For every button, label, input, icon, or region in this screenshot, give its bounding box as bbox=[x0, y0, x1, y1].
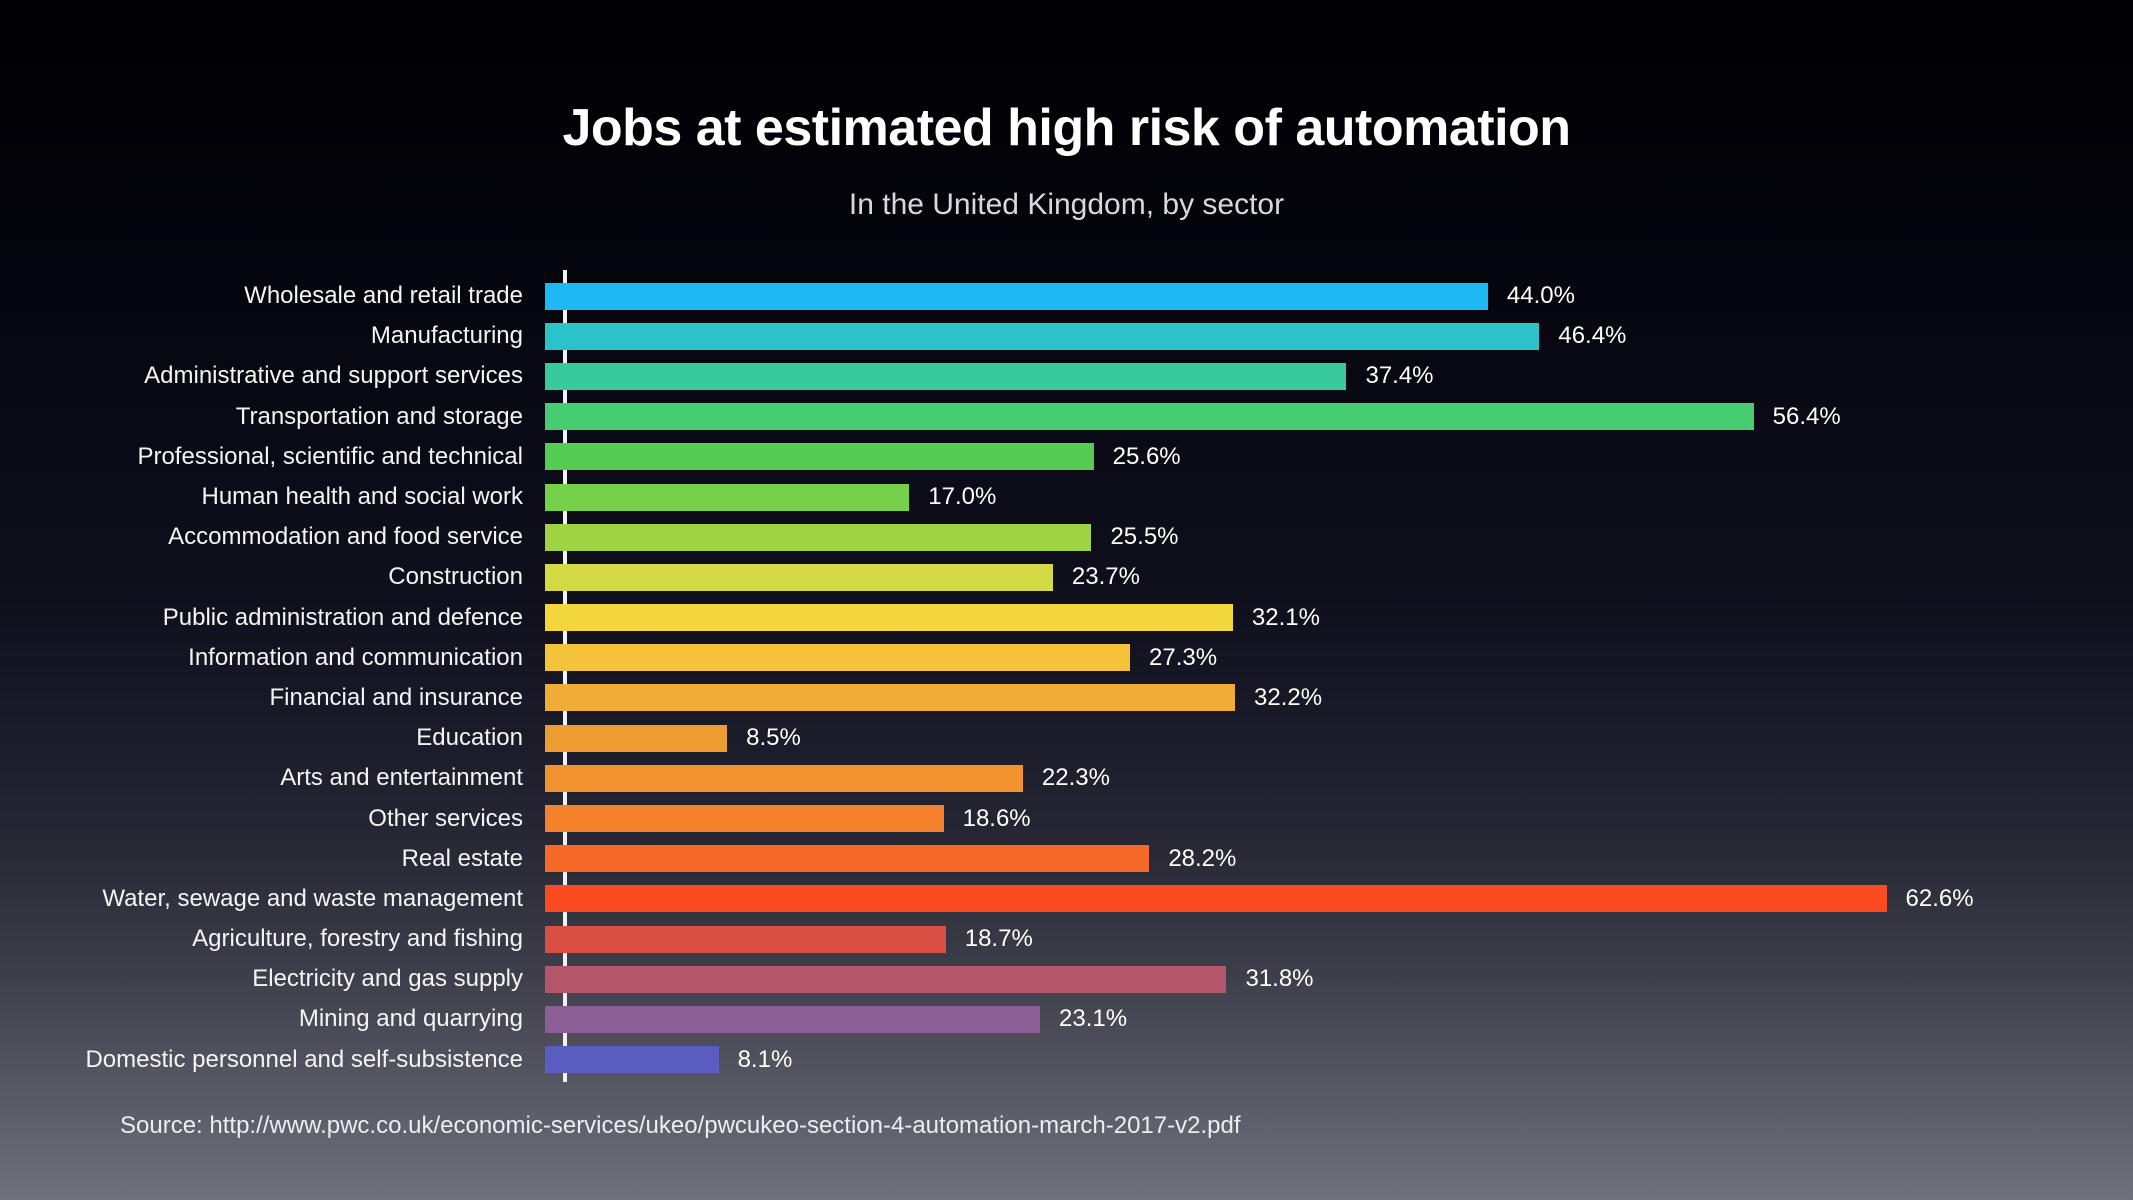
value-label: 28.2% bbox=[1168, 844, 1237, 872]
bar bbox=[545, 1005, 1041, 1033]
bar bbox=[545, 925, 946, 953]
bar bbox=[545, 684, 1236, 712]
bar bbox=[545, 604, 1233, 632]
value-label: 8.1% bbox=[737, 1045, 793, 1073]
chart-row: Education 8.5% bbox=[0, 718, 2133, 758]
chart-row: Information and communication 27.3% bbox=[0, 638, 2133, 678]
bar bbox=[545, 322, 1540, 350]
value-label: 62.6% bbox=[1905, 884, 1974, 912]
value-label: 25.5% bbox=[1110, 523, 1179, 551]
category-label: Mining and quarrying bbox=[298, 1005, 523, 1033]
chart-row: Other services 18.6% bbox=[0, 798, 2133, 838]
bar bbox=[545, 644, 1131, 672]
y-axis-line bbox=[563, 270, 567, 1082]
category-label: Manufacturing bbox=[370, 322, 523, 350]
bar bbox=[545, 563, 1053, 591]
bar-rows-container: Wholesale and retail trade 44.0% Manufactu… bbox=[0, 276, 2133, 1080]
value-label: 44.0% bbox=[1506, 282, 1575, 310]
chart-row: Arts and entertainment 22.3% bbox=[0, 758, 2133, 798]
bar bbox=[545, 403, 1754, 431]
chart-row: Human health and social work 17.0% bbox=[0, 477, 2133, 517]
chart-row: Water, sewage and waste management 62.6% bbox=[0, 879, 2133, 919]
chart-row: Financial and insurance 32.2% bbox=[0, 678, 2133, 718]
chart-row: Manufacturing 46.4% bbox=[0, 316, 2133, 356]
bar bbox=[545, 845, 1150, 873]
bar bbox=[545, 965, 1227, 993]
category-label: Accommodation and food service bbox=[168, 523, 523, 551]
chart-row: Real estate 28.2% bbox=[0, 839, 2133, 879]
bar bbox=[545, 362, 1347, 390]
value-label: 56.4% bbox=[1772, 402, 1841, 430]
value-label: 18.7% bbox=[964, 925, 1033, 953]
chart-subtitle: In the United Kingdom, by sector bbox=[848, 188, 1285, 221]
bar bbox=[545, 805, 944, 833]
bar bbox=[545, 1046, 719, 1074]
category-label: Agriculture, forestry and fishing bbox=[192, 925, 523, 953]
chart-row: Mining and quarrying 23.1% bbox=[0, 999, 2133, 1039]
chart-row: Professional, scientific and technical 25… bbox=[0, 437, 2133, 477]
value-label: 27.3% bbox=[1149, 643, 1218, 671]
category-label: Information and communication bbox=[188, 643, 523, 671]
chart-row: Construction 23.7% bbox=[0, 557, 2133, 597]
bar bbox=[545, 764, 1023, 792]
chart-row: Domestic personnel and self-subsistence 8… bbox=[0, 1040, 2133, 1080]
chart-row: Wholesale and retail trade 44.0% bbox=[0, 276, 2133, 316]
chart-row: Transportation and storage 56.4% bbox=[0, 397, 2133, 437]
value-label: 46.4% bbox=[1558, 322, 1627, 350]
bar bbox=[545, 885, 1887, 913]
chart-row: Administrative and support services 37.4% bbox=[0, 356, 2133, 396]
value-label: 23.1% bbox=[1059, 1005, 1128, 1033]
value-label: 17.0% bbox=[928, 483, 997, 511]
chart-row: Electricity and gas supply 31.8% bbox=[0, 959, 2133, 999]
category-label: Administrative and support services bbox=[144, 362, 523, 390]
value-label: 32.1% bbox=[1251, 603, 1320, 631]
category-label: Financial and insurance bbox=[269, 683, 524, 711]
category-label: Education bbox=[416, 724, 523, 752]
value-label: 8.5% bbox=[746, 724, 801, 752]
category-label: Water, sewage and waste management bbox=[102, 884, 523, 912]
bar bbox=[545, 443, 1094, 471]
chart-title: Jobs at estimated high risk of automatio… bbox=[562, 99, 1571, 157]
source-text: Source: http://www.pwc.co.uk/economic-se… bbox=[120, 1112, 1241, 1139]
category-label: Human health and social work bbox=[201, 483, 523, 511]
bar-chart-plot-area: Wholesale and retail trade 44.0% Manufactu… bbox=[0, 270, 2133, 1082]
category-label: Electricity and gas supply bbox=[252, 965, 523, 993]
value-label: 32.2% bbox=[1254, 683, 1323, 711]
chart-row: Public administration and defence 32.1% bbox=[0, 598, 2133, 638]
bar bbox=[545, 282, 1488, 310]
value-label: 31.8% bbox=[1245, 965, 1314, 993]
category-label: Construction bbox=[388, 563, 523, 591]
bar bbox=[545, 523, 1092, 551]
category-label: Public administration and defence bbox=[162, 603, 523, 631]
bar bbox=[545, 724, 728, 752]
category-label: Professional, scientific and technical bbox=[137, 442, 523, 470]
value-label: 23.7% bbox=[1071, 563, 1140, 591]
value-label: 18.6% bbox=[962, 804, 1031, 832]
value-label: 22.3% bbox=[1041, 764, 1110, 792]
category-label: Arts and entertainment bbox=[280, 764, 523, 792]
bar bbox=[545, 483, 910, 511]
category-label: Domestic personnel and self-subsistence bbox=[85, 1045, 523, 1073]
category-label: Other services bbox=[368, 804, 523, 832]
category-label: Transportation and storage bbox=[235, 402, 523, 430]
value-label: 37.4% bbox=[1365, 362, 1434, 390]
chart-row: Accommodation and food service 25.5% bbox=[0, 517, 2133, 557]
category-label: Real estate bbox=[401, 844, 523, 872]
category-label: Wholesale and retail trade bbox=[244, 282, 523, 310]
chart-row: Agriculture, forestry and fishing 18.7% bbox=[0, 919, 2133, 959]
value-label: 25.6% bbox=[1112, 442, 1181, 470]
